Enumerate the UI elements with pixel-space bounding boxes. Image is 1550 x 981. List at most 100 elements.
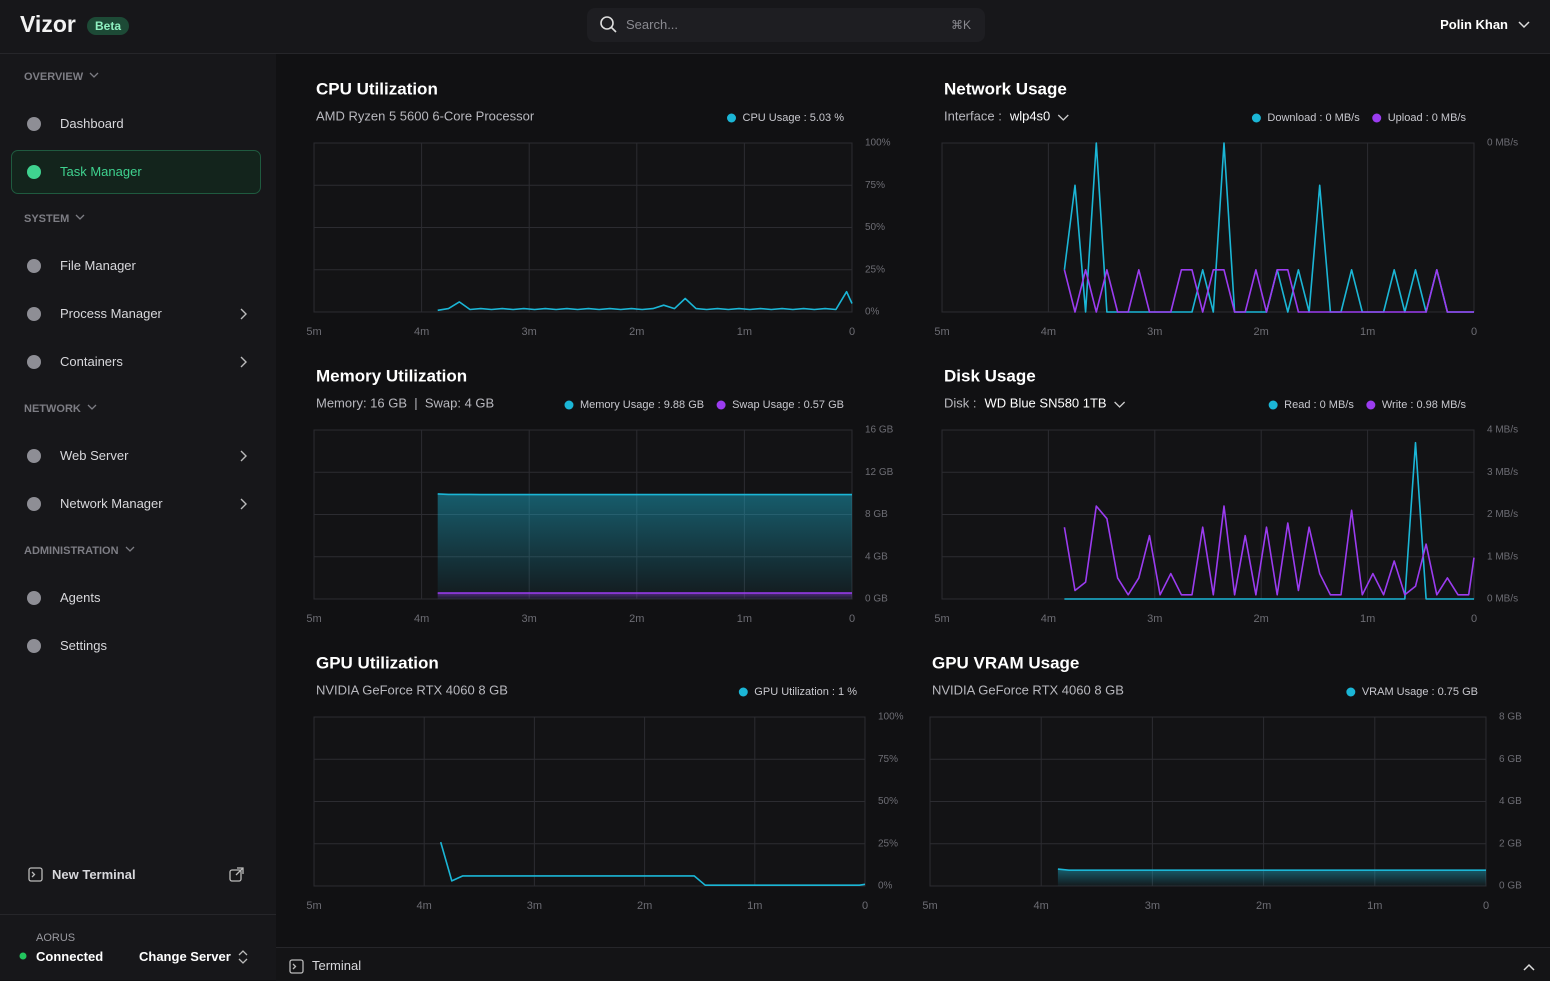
x-tick-label: 5m [306, 613, 321, 625]
x-tick-label: 0 [862, 900, 868, 912]
nav-item[interactable]: Task Manager [0, 148, 276, 196]
nav-item[interactable]: Settings [0, 622, 276, 670]
x-tick-label: 3m [527, 900, 542, 912]
nav-icon [27, 355, 41, 369]
y-tick-label: 4 MB/s [1487, 425, 1518, 436]
nav-item[interactable]: Dashboard [0, 100, 276, 148]
x-tick-label: 5m [306, 326, 321, 338]
nav-label: Agents [60, 590, 101, 605]
y-tick-label: 4 GB [865, 551, 888, 562]
y-tick-label: 0 MB/s [1487, 138, 1518, 149]
y-tick-label: 0 GB [1499, 881, 1522, 892]
nav-label: Process Manager [60, 306, 162, 321]
selector-chevron[interactable] [1057, 114, 1069, 121]
legend-marker [1251, 113, 1261, 123]
selector-chevron[interactable] [1114, 401, 1126, 408]
nav-item[interactable]: File Manager [0, 242, 276, 290]
selector-value[interactable]: WD Blue SN580 1TB [985, 395, 1107, 410]
legend-marker [738, 687, 748, 697]
chevron [87, 404, 97, 410]
chart-title: GPU VRAM Usage [932, 653, 1079, 672]
nav-item[interactable]: Agents [0, 574, 276, 622]
legend-label: GPU Utilization : 1 % [754, 686, 857, 698]
terminal-bar[interactable]: Terminal [276, 947, 1550, 981]
y-tick-label: 0 MB/s [1487, 594, 1518, 605]
series-line [1057, 868, 1486, 871]
y-tick-label: 0 GB [865, 594, 888, 605]
x-tick-label: 1m [747, 900, 762, 912]
nav-icon [27, 639, 41, 653]
nav-label: Web Server [60, 448, 129, 463]
x-tick-label: 0 [849, 326, 855, 338]
y-tick-label: 16 GB [865, 425, 894, 436]
section-chevron [75, 214, 85, 220]
y-tick-label: 8 GB [865, 509, 888, 520]
nav: OVERVIEW Dashboard Task Manager SYSTEM File … [0, 54, 276, 670]
user-menu[interactable]: Polin Khan [1440, 17, 1508, 32]
x-tick-label: 2m [1256, 900, 1271, 912]
legend-marker [1372, 113, 1382, 123]
external-link-icon[interactable] [229, 867, 245, 883]
chevron [75, 214, 85, 220]
expand-icon[interactable] [1523, 963, 1535, 971]
series-line [437, 290, 853, 312]
icon-shape [27, 355, 41, 369]
search-icon [600, 16, 617, 33]
nav-item[interactable]: Web Server [0, 432, 276, 480]
icon-shape [27, 259, 41, 273]
server-status: Connected [36, 949, 104, 964]
legend-marker [1268, 400, 1278, 410]
section-title[interactable]: ADMINISTRATION [0, 528, 276, 574]
y-tick-label: 6 GB [1499, 754, 1522, 765]
section-title[interactable]: SYSTEM [0, 196, 276, 242]
chart-subtitle: Disk : [944, 395, 977, 410]
nav-item[interactable]: Network Manager [0, 480, 276, 528]
y-tick-label: 1 MB/s [1487, 551, 1518, 562]
y-tick-label: 4 GB [1499, 796, 1522, 807]
search-box[interactable]: Search... ⌘K [587, 8, 985, 42]
x-tick-label: 0 [1483, 900, 1489, 912]
x-tick-label: 4m [414, 326, 429, 338]
legend-label: Upload : 0 MB/s [1388, 112, 1467, 124]
terminal-bar-icon [289, 959, 304, 974]
legend-label: Read : 0 MB/s [1284, 399, 1354, 411]
x-tick-label: 1m [1360, 326, 1375, 338]
legend-label: Swap Usage : 0.57 GB [732, 399, 844, 411]
change-server-icon[interactable] [238, 950, 248, 964]
section-chevron [89, 72, 99, 78]
search-shortcut: ⌘K [950, 18, 971, 32]
user-chevron[interactable] [1518, 21, 1530, 29]
legend-marker [1346, 687, 1356, 697]
x-tick-label: 4m [1041, 326, 1056, 338]
terminal-icon [28, 867, 43, 882]
section-title[interactable]: OVERVIEW [0, 54, 276, 100]
server-name: AORUS [36, 932, 76, 944]
brand[interactable]: Vizor [20, 11, 76, 37]
x-tick-label: 2m [1254, 613, 1269, 625]
nav-label: Containers [60, 354, 123, 369]
chart-title: GPU Utilization [316, 653, 439, 672]
beta-badge: Beta [87, 17, 130, 35]
x-tick-label: 0 [1471, 326, 1477, 338]
x-tick-label: 0 [849, 613, 855, 625]
nav-item[interactable]: Containers [0, 338, 276, 386]
section-title[interactable]: NETWORK [0, 386, 276, 432]
status-dot [19, 952, 27, 960]
change-server[interactable]: Change Server [139, 949, 231, 964]
chart-subtitle: Memory: 16 GB | Swap: 4 GB [316, 395, 494, 410]
selector-value[interactable]: wlp4s0 [1009, 108, 1050, 123]
header: Vizor Beta Search... ⌘K Polin Khan [0, 0, 1550, 54]
section-chevron [87, 404, 97, 410]
x-tick-label: 1m [737, 326, 752, 338]
x-tick-label: 4m [414, 613, 429, 625]
nav-item[interactable]: Process Manager [0, 290, 276, 338]
submenu-chevron [240, 450, 247, 462]
nav-icon [27, 259, 41, 273]
x-tick-label: 1m [1367, 900, 1382, 912]
y-tick-label: 50% [878, 796, 898, 807]
y-tick-label: 50% [865, 222, 885, 233]
separator [0, 914, 276, 915]
new-terminal[interactable]: New Terminal [52, 867, 136, 882]
x-tick-label: 1m [1360, 613, 1375, 625]
y-tick-label: 8 GB [1499, 712, 1522, 723]
